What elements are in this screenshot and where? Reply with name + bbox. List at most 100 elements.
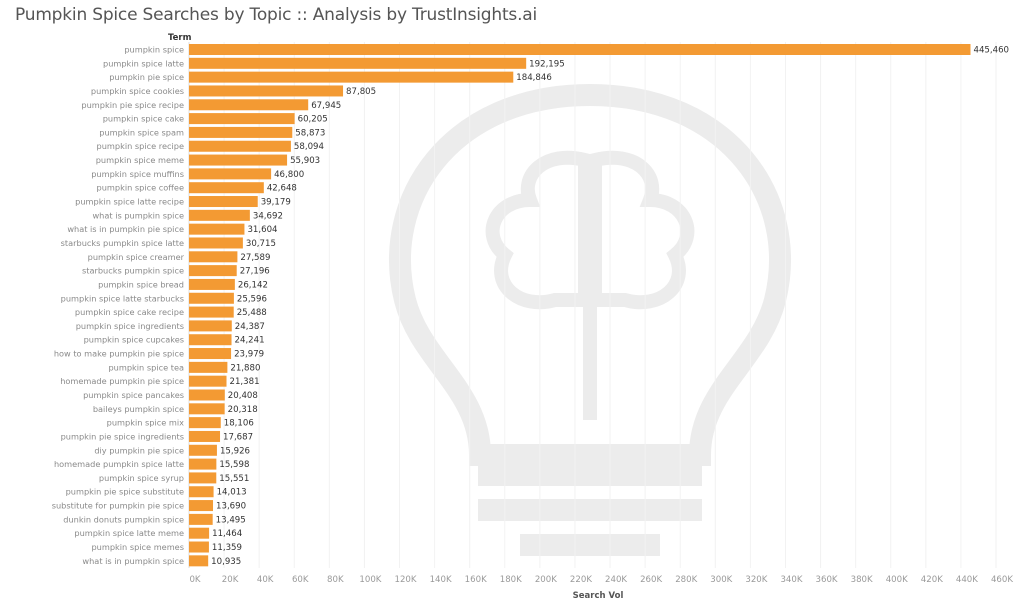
value-label: 13,690 (216, 502, 246, 512)
x-tick-label: 180K (500, 575, 522, 585)
bar[interactable] (189, 209, 250, 221)
x-tick-label: 80K (327, 575, 344, 585)
bar[interactable] (189, 126, 293, 138)
x-tick-label: 140K (430, 575, 452, 585)
x-tick-label: 380K (851, 575, 873, 585)
bar[interactable] (189, 500, 214, 512)
x-tick-label: 40K (257, 575, 274, 585)
bar[interactable] (189, 292, 234, 304)
bar[interactable] (189, 265, 237, 277)
category-label: what is pumpkin spice (92, 210, 184, 220)
category-label: pumpkin spice latte recipe (75, 197, 184, 207)
value-label: 184,846 (516, 73, 552, 83)
value-label: 14,013 (217, 488, 247, 498)
lightbulb-brain-watermark-icon (389, 83, 791, 556)
category-label: pumpkin spice cupcakes (84, 335, 184, 345)
bar[interactable] (189, 168, 272, 180)
bar[interactable] (189, 251, 238, 263)
bar[interactable] (189, 154, 288, 166)
category-label: pumpkin spice cake (103, 114, 184, 124)
bar[interactable] (189, 527, 210, 539)
bar[interactable] (189, 541, 209, 553)
value-label: 15,551 (219, 474, 249, 484)
value-label: 17,687 (223, 432, 253, 442)
value-label: 20,408 (228, 391, 258, 401)
value-label: 26,142 (238, 280, 268, 290)
bar[interactable] (189, 361, 228, 373)
bar[interactable] (189, 113, 295, 125)
chart-title: Pumpkin Spice Searches by Topic :: Analy… (15, 5, 538, 25)
x-tick-label: 280K (675, 575, 697, 585)
bar[interactable] (189, 348, 232, 360)
x-axis-title: Search Vol (573, 591, 624, 601)
category-label: dunkin donuts pumpkin spice (63, 514, 184, 524)
bar[interactable] (189, 237, 243, 249)
bar[interactable] (189, 44, 971, 55)
bar[interactable] (189, 375, 227, 387)
value-label: 34,692 (253, 211, 283, 221)
value-label: 10,935 (211, 557, 241, 567)
category-label: how to make pumpkin pie spice (54, 349, 184, 359)
category-label: pumpkin spice latte starbucks (61, 293, 184, 303)
category-label: pumpkin pie spice (109, 72, 184, 82)
category-label: baileys pumpkin spice (93, 404, 184, 414)
bar[interactable] (189, 513, 213, 525)
value-label: 18,106 (224, 419, 254, 429)
x-tick-label: 20K (222, 575, 239, 585)
category-label: pumpkin spice mix (107, 418, 184, 428)
category-label: pumpkin spice cake recipe (75, 307, 184, 317)
value-label: 21,381 (230, 377, 260, 387)
x-tick-label: 60K (292, 575, 309, 585)
x-tick-label: 420K (921, 575, 943, 585)
category-label: pumpkin spice syrup (99, 473, 184, 483)
category-label: pumpkin spice cookies (91, 86, 184, 96)
bar[interactable] (189, 444, 217, 456)
bar[interactable] (189, 223, 245, 235)
category-label: pumpkin spice (124, 45, 184, 55)
category-label: what is in pumpkin pie spice (67, 224, 184, 234)
x-tick-label: 200K (535, 575, 557, 585)
value-label: 58,094 (294, 142, 324, 152)
bar[interactable] (189, 99, 309, 111)
value-label: 55,903 (290, 156, 320, 166)
bar[interactable] (189, 320, 232, 332)
bar[interactable] (189, 389, 225, 401)
x-tick-label: 440K (956, 575, 978, 585)
value-label: 24,387 (235, 322, 265, 332)
category-label: pumpkin spice creamer (88, 252, 185, 262)
category-label: starbucks pumpkin spice (82, 266, 184, 276)
bar[interactable] (189, 472, 217, 484)
bar[interactable] (189, 57, 527, 69)
bar[interactable] (189, 403, 225, 415)
bar[interactable] (189, 430, 221, 442)
bar[interactable] (189, 334, 232, 346)
category-label: starbucks pumpkin spice latte (61, 238, 184, 248)
bar[interactable] (189, 417, 221, 429)
x-tick-label: 340K (780, 575, 802, 585)
value-label: 30,715 (246, 239, 276, 249)
value-label: 87,805 (346, 87, 376, 97)
bar[interactable] (189, 458, 217, 470)
bar[interactable] (189, 71, 514, 83)
value-label: 23,979 (234, 350, 264, 360)
category-label: pumpkin spice latte meme (74, 528, 184, 538)
x-tick-label: 220K (570, 575, 592, 585)
category-label: pumpkin spice tea (108, 362, 184, 372)
category-label: pumpkin spice spam (99, 127, 184, 137)
x-tick-label: 300K (710, 575, 732, 585)
category-label: substitute for pumpkin pie spice (52, 501, 184, 511)
bar[interactable] (189, 306, 234, 318)
bar[interactable] (189, 140, 291, 152)
bar[interactable] (189, 555, 209, 567)
bar[interactable] (189, 85, 344, 97)
bar[interactable] (189, 486, 214, 498)
value-label: 58,873 (295, 128, 325, 138)
x-tick-label: 0K (189, 575, 200, 585)
value-label: 42,648 (267, 184, 297, 194)
x-tick-label: 360K (816, 575, 838, 585)
bar[interactable] (189, 196, 258, 208)
bar[interactable] (189, 278, 235, 290)
bar[interactable] (189, 182, 264, 194)
value-label: 13,495 (216, 515, 246, 525)
